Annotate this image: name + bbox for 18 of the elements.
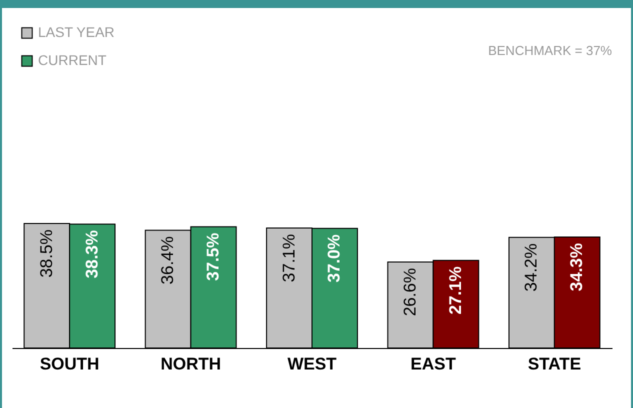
x-tick-label: EAST (410, 354, 456, 374)
data-label: 38.5% (36, 229, 56, 278)
data-label: 37.1% (279, 234, 298, 282)
data-label: 36.4% (158, 236, 178, 284)
legend-label: LAST YEAR (38, 24, 115, 40)
data-label: 37.5% (204, 232, 223, 281)
legend-label: CURRENT (38, 52, 107, 68)
data-label: 26.6% (400, 268, 420, 316)
data-label: 38.3% (82, 230, 102, 278)
x-tick-label: WEST (287, 354, 338, 374)
data-label: 37.0% (324, 234, 344, 283)
data-label: 34.2% (522, 243, 541, 292)
text: BENCHMARK = 37% (488, 43, 612, 58)
x-tick-label: SOUTH (40, 354, 100, 374)
x-tick-label: NORTH (160, 354, 222, 374)
data-label: 34.3% (567, 243, 586, 292)
data-label: 27.1% (446, 266, 465, 315)
x-tick-label: STATE (528, 354, 582, 374)
